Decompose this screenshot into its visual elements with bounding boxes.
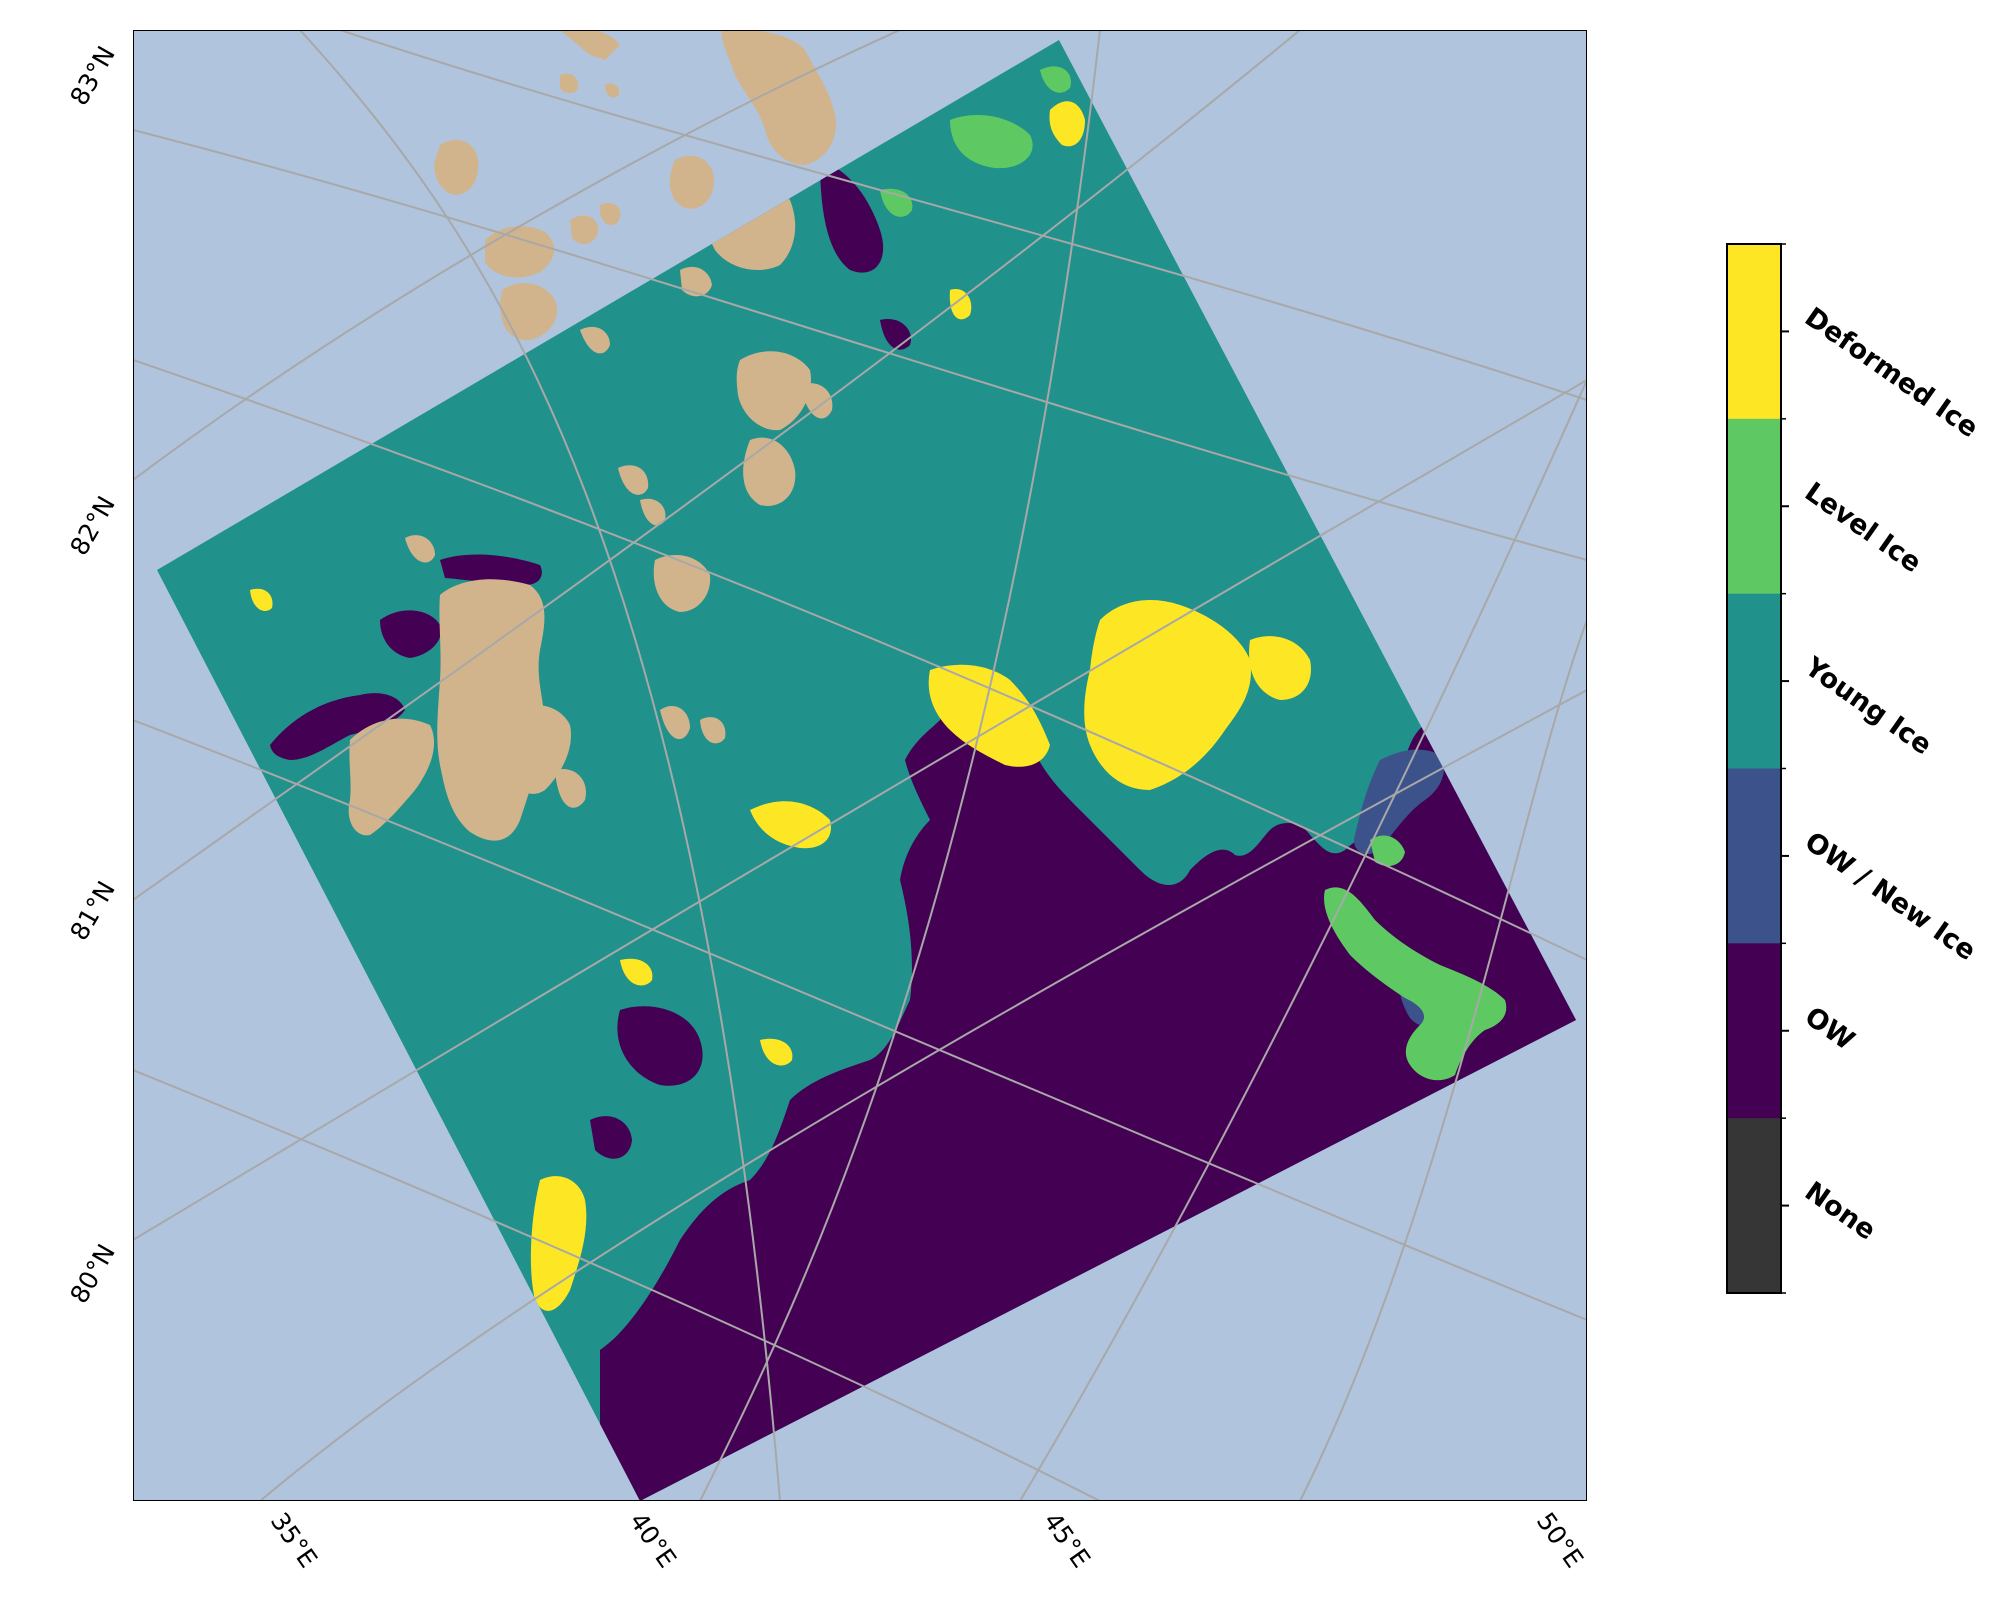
latitude-labels: 83°N 82°N 81°N 80°N (64, 41, 121, 1308)
colorbar-swatch (1727, 418, 1781, 595)
colorbar-swatch (1727, 768, 1781, 944)
lon-label-35e: 35°E (265, 1507, 323, 1573)
colorbar-label: Deformed Ice (1799, 302, 1984, 444)
lon-label-40e: 40°E (624, 1507, 682, 1573)
colorbar-swatch (1727, 593, 1781, 769)
lat-label-82n: 82°N (64, 491, 121, 560)
meridian-line-d (299, 30, 781, 1501)
colorbar-swatch (1727, 943, 1781, 1119)
colorbar-label: Level Ice (1799, 477, 1927, 580)
level-ice-regions (880, 66, 1507, 1081)
colorbar-label: OW (1799, 1001, 1860, 1057)
meridian-line-a (699, 30, 1101, 1501)
meridian-line-c (1019, 379, 1587, 1501)
parallel-82n (133, 359, 1587, 961)
longitude-labels: 35°E 40°E 45°E 50°E (265, 1507, 1589, 1573)
colorbar: Deformed Ice Level Ice Young Ice OW / New I… (1726, 243, 1984, 1294)
land-outside-scene (434, 30, 836, 341)
meridian-50e (133, 30, 901, 481)
map-panel (133, 30, 1587, 1501)
colorbar-label: None (1799, 1176, 1881, 1247)
colorbar-swatch (1727, 1118, 1781, 1294)
lat-label-81n: 81°N (64, 876, 121, 945)
meridian-40e (133, 379, 1587, 1241)
lon-label-50e: 50°E (1531, 1507, 1589, 1573)
parallel-82-5n (133, 129, 1587, 561)
lat-label-83n: 83°N (64, 41, 121, 110)
colorbar-frame (1726, 243, 1782, 1294)
graticule (133, 30, 1587, 1501)
colorbar-label: Young Ice (1798, 651, 1937, 761)
deformed-ice-regions (250, 101, 1311, 1311)
lat-label-80n: 80°N (64, 1239, 121, 1308)
colorbar-label: OW / New Ice (1799, 826, 1981, 967)
meridian-35e (259, 689, 1587, 1501)
meridian-line-b (1299, 619, 1587, 1501)
meridian-45e (133, 30, 1301, 901)
parallel-81n (133, 1069, 1101, 1501)
colorbar-swatch (1727, 244, 1781, 420)
lon-label-45e: 45°E (1038, 1507, 1096, 1573)
parallel-81-5n (133, 719, 1587, 1321)
parallel-83n (339, 30, 1587, 401)
